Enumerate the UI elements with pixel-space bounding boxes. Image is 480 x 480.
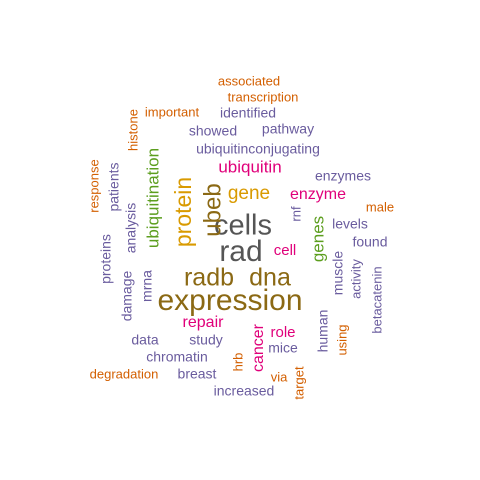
word-dna: dna	[249, 264, 291, 292]
word-showed: showed	[189, 123, 237, 139]
word-degradation: degradation	[90, 366, 159, 381]
word-patients: patients	[106, 162, 122, 211]
word-mrna: mrna	[139, 270, 155, 302]
word-response: response	[86, 159, 101, 212]
word-cell: cell	[274, 242, 297, 259]
word-increased: increased	[214, 383, 275, 399]
word-activity: activity	[348, 259, 363, 299]
word-histone: histone	[125, 109, 140, 151]
word-ubeb: ubeb	[199, 183, 226, 236]
word-cells: cells	[214, 210, 272, 242]
word-protein: protein	[170, 177, 196, 247]
word-genes: genes	[308, 216, 327, 262]
word-hrb: hrb	[230, 353, 245, 372]
word-important: important	[145, 104, 200, 119]
word-associated: associated	[218, 73, 280, 88]
word-data: data	[131, 332, 158, 348]
word-analysis: analysis	[123, 203, 139, 254]
word-identified: identified	[220, 105, 276, 121]
word-damage: damage	[119, 270, 135, 321]
word-using: using	[334, 324, 349, 355]
word-levels: levels	[332, 216, 368, 232]
word-ubiquitination: ubiquitination	[143, 148, 162, 248]
word-pathway: pathway	[262, 121, 314, 137]
word-expression: expression	[157, 284, 302, 317]
word-breast: breast	[178, 366, 217, 382]
word-found: found	[352, 234, 387, 250]
word-rnf: rnf	[288, 206, 303, 222]
word-enzymes: enzymes	[315, 168, 371, 184]
word-ubiquitin: ubiquitin	[218, 157, 281, 176]
word-muscle: muscle	[330, 251, 346, 296]
word-proteins: proteins	[98, 234, 114, 284]
word-enzyme: enzyme	[290, 186, 346, 203]
word-male: male	[366, 199, 394, 214]
word-transcription: transcription	[228, 89, 299, 104]
word-repair: repair	[183, 314, 225, 331]
word-chromatin: chromatin	[146, 349, 207, 365]
word-ubiquitinconjugating: ubiquitinconjugating	[196, 141, 320, 157]
word-role: role	[270, 324, 295, 341]
word-human: human	[315, 310, 331, 353]
word-cancer: cancer	[250, 323, 267, 372]
word-target: target	[291, 366, 306, 400]
word-rad: rad	[219, 235, 262, 268]
word-study: study	[189, 332, 222, 348]
word-gene: gene	[228, 183, 270, 204]
word-via: via	[271, 369, 288, 384]
word-radb: radb	[184, 264, 234, 292]
word-betacatenin: betacatenin	[369, 266, 384, 333]
word-mice: mice	[268, 340, 298, 356]
